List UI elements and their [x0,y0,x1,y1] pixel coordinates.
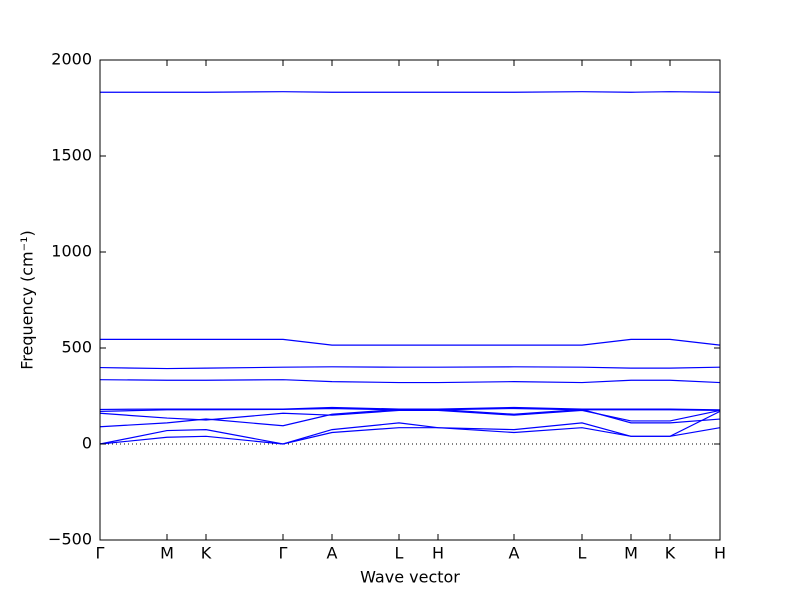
x-tick-label: M [624,544,638,563]
x-tick-label: H [432,544,444,563]
x-tick-label: H [714,544,726,563]
band-line [99,366,721,370]
y-axis-label: Frequency (cm⁻¹) [18,230,37,369]
y-tick-label: 2000 [51,50,92,69]
x-axis-label: Wave vector [360,568,460,587]
x-tick-label: A [327,544,338,563]
y-tick-label: 0 [82,434,92,453]
y-tick-label: 1000 [51,242,92,261]
y-tick-label: 500 [61,338,92,357]
band-line [99,408,721,428]
x-tick-label: Γ [96,544,105,563]
band-line [100,91,721,93]
y-tick-label: −500 [48,530,92,549]
x-tick-label: L [395,544,404,563]
x-tick-label: L [578,544,587,563]
plot-frame [99,59,721,541]
x-tick-label: K [665,544,676,563]
x-tick-label: M [160,544,174,563]
x-tick-label: Γ [279,544,288,563]
y-tick-label: 1500 [51,146,92,165]
x-tick-label: K [201,544,212,563]
x-tick-label: A [509,544,520,563]
band-line [99,409,721,422]
band-line [99,379,721,384]
band-line [99,427,721,445]
band-line [100,338,721,346]
